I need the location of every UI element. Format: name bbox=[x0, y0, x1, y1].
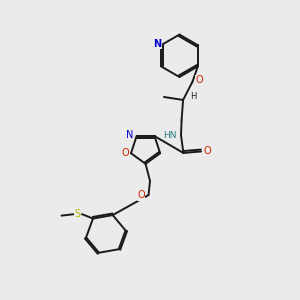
Text: N: N bbox=[126, 130, 134, 140]
Text: H: H bbox=[190, 92, 196, 101]
Text: HN: HN bbox=[163, 131, 177, 140]
Text: O: O bbox=[204, 146, 211, 157]
Text: O: O bbox=[137, 190, 145, 200]
Text: O: O bbox=[121, 148, 129, 158]
Text: N: N bbox=[154, 39, 162, 49]
Text: S: S bbox=[75, 209, 81, 219]
Text: O: O bbox=[195, 75, 203, 85]
